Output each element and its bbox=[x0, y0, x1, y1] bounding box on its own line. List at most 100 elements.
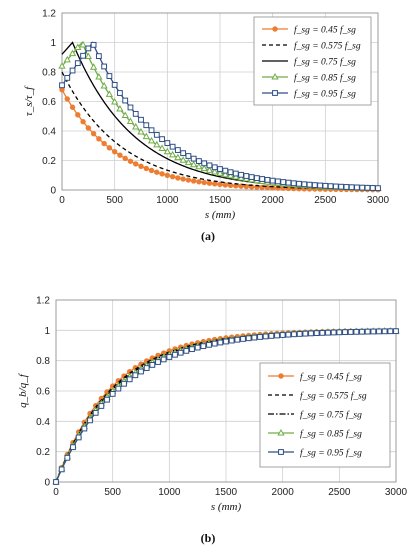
data-point bbox=[59, 82, 65, 89]
legend-label: f_sg = 0.85 f_sg bbox=[300, 428, 362, 439]
data-point bbox=[211, 167, 219, 175]
data-point bbox=[264, 176, 271, 183]
data-point bbox=[238, 171, 244, 178]
legend-marker bbox=[271, 72, 279, 80]
data-point bbox=[115, 385, 122, 392]
data-point bbox=[69, 104, 76, 110]
data-point bbox=[126, 376, 133, 383]
data-point bbox=[211, 340, 218, 347]
data-point bbox=[149, 362, 156, 368]
data-point bbox=[106, 73, 113, 79]
data-point bbox=[169, 173, 176, 180]
data-point bbox=[137, 127, 145, 135]
legend-marker bbox=[278, 373, 284, 379]
data-point bbox=[185, 177, 192, 183]
legend: f_sg = 0.45 f_sg f_sg = 0.575 f_sg f_sg = … bbox=[259, 362, 391, 468]
data-point bbox=[347, 329, 354, 335]
data-point bbox=[169, 143, 176, 150]
data-point bbox=[343, 184, 350, 190]
data-point bbox=[285, 331, 292, 338]
data-point bbox=[58, 62, 66, 69]
x-tick-label: 0 bbox=[53, 487, 59, 498]
data-point bbox=[201, 160, 208, 167]
x-tick-label: 2000 bbox=[272, 487, 295, 498]
x-tick-label: 1000 bbox=[156, 195, 179, 206]
data-point bbox=[111, 81, 118, 88]
data-point bbox=[375, 185, 381, 192]
data-point bbox=[257, 334, 263, 340]
data-point bbox=[262, 333, 269, 340]
legend-label: f_sg = 0.575 f_sg bbox=[294, 40, 361, 51]
data-point bbox=[100, 82, 108, 89]
data-point bbox=[369, 185, 376, 191]
legend-marker bbox=[272, 26, 278, 32]
data-point bbox=[58, 466, 65, 473]
data-point bbox=[222, 182, 228, 188]
data-point bbox=[179, 156, 187, 163]
data-point bbox=[234, 336, 241, 343]
data-point bbox=[159, 171, 165, 177]
y-tick-label: 0.2 bbox=[36, 447, 50, 458]
x-tick-label: 2500 bbox=[314, 195, 337, 206]
data-point bbox=[353, 328, 360, 335]
data-point bbox=[387, 328, 394, 335]
legend-label: f_sg = 0.95 f_sg bbox=[300, 447, 362, 458]
data-point bbox=[189, 346, 195, 353]
data-point bbox=[132, 110, 139, 117]
data-point bbox=[138, 368, 144, 375]
y-tick-label: 1 bbox=[44, 326, 50, 337]
data-point bbox=[190, 155, 197, 162]
x-axis-title: s (mm) bbox=[205, 209, 236, 221]
x-tick-label: 2500 bbox=[328, 487, 351, 498]
data-point bbox=[164, 172, 171, 179]
data-point bbox=[248, 174, 255, 180]
data-point bbox=[74, 60, 81, 67]
data-point bbox=[190, 178, 197, 184]
data-point bbox=[332, 183, 339, 190]
data-point bbox=[64, 454, 71, 461]
data-point bbox=[194, 344, 201, 351]
data-point bbox=[158, 144, 166, 151]
data-point bbox=[223, 338, 229, 345]
data-point bbox=[359, 328, 365, 335]
data-point bbox=[92, 409, 99, 416]
data-point bbox=[79, 40, 87, 48]
x-tick-label: 0 bbox=[59, 195, 65, 206]
data-point bbox=[148, 167, 155, 174]
y-tick-label: 0.6 bbox=[36, 387, 50, 398]
x-tick-label: 3000 bbox=[367, 195, 390, 206]
data-point bbox=[285, 179, 292, 186]
data-point bbox=[313, 330, 320, 337]
x-tick-label: 1500 bbox=[215, 487, 238, 498]
data-point bbox=[64, 96, 70, 102]
y-tick-label: 0.4 bbox=[36, 417, 50, 428]
y-tick-label: 1.2 bbox=[42, 9, 56, 20]
data-point bbox=[164, 140, 171, 146]
data-point bbox=[245, 335, 252, 342]
data-point bbox=[154, 169, 160, 175]
data-point bbox=[80, 119, 86, 125]
data-point bbox=[84, 52, 92, 60]
data-point bbox=[143, 165, 149, 172]
data-point bbox=[175, 175, 181, 181]
data-point bbox=[322, 182, 329, 189]
data-point bbox=[227, 169, 234, 176]
data-point bbox=[302, 330, 309, 337]
x-tick-label: 500 bbox=[104, 487, 121, 498]
data-point bbox=[200, 343, 207, 350]
data-point bbox=[275, 178, 281, 185]
data-point bbox=[174, 153, 182, 161]
x-axis-title: s (mm) bbox=[211, 501, 242, 513]
data-point bbox=[127, 158, 134, 164]
legend-label: f_sg = 0.45 f_sg bbox=[300, 371, 362, 382]
y-axis-title: τ_s/τ_f bbox=[23, 85, 35, 116]
data-point bbox=[330, 329, 337, 336]
data-point bbox=[232, 170, 239, 177]
data-point bbox=[279, 332, 286, 338]
data-point bbox=[308, 330, 314, 337]
x-tick-label: 1500 bbox=[209, 195, 232, 206]
data-point bbox=[259, 176, 266, 182]
data-point bbox=[268, 333, 275, 339]
data-point bbox=[160, 356, 167, 363]
data-point bbox=[155, 359, 161, 365]
